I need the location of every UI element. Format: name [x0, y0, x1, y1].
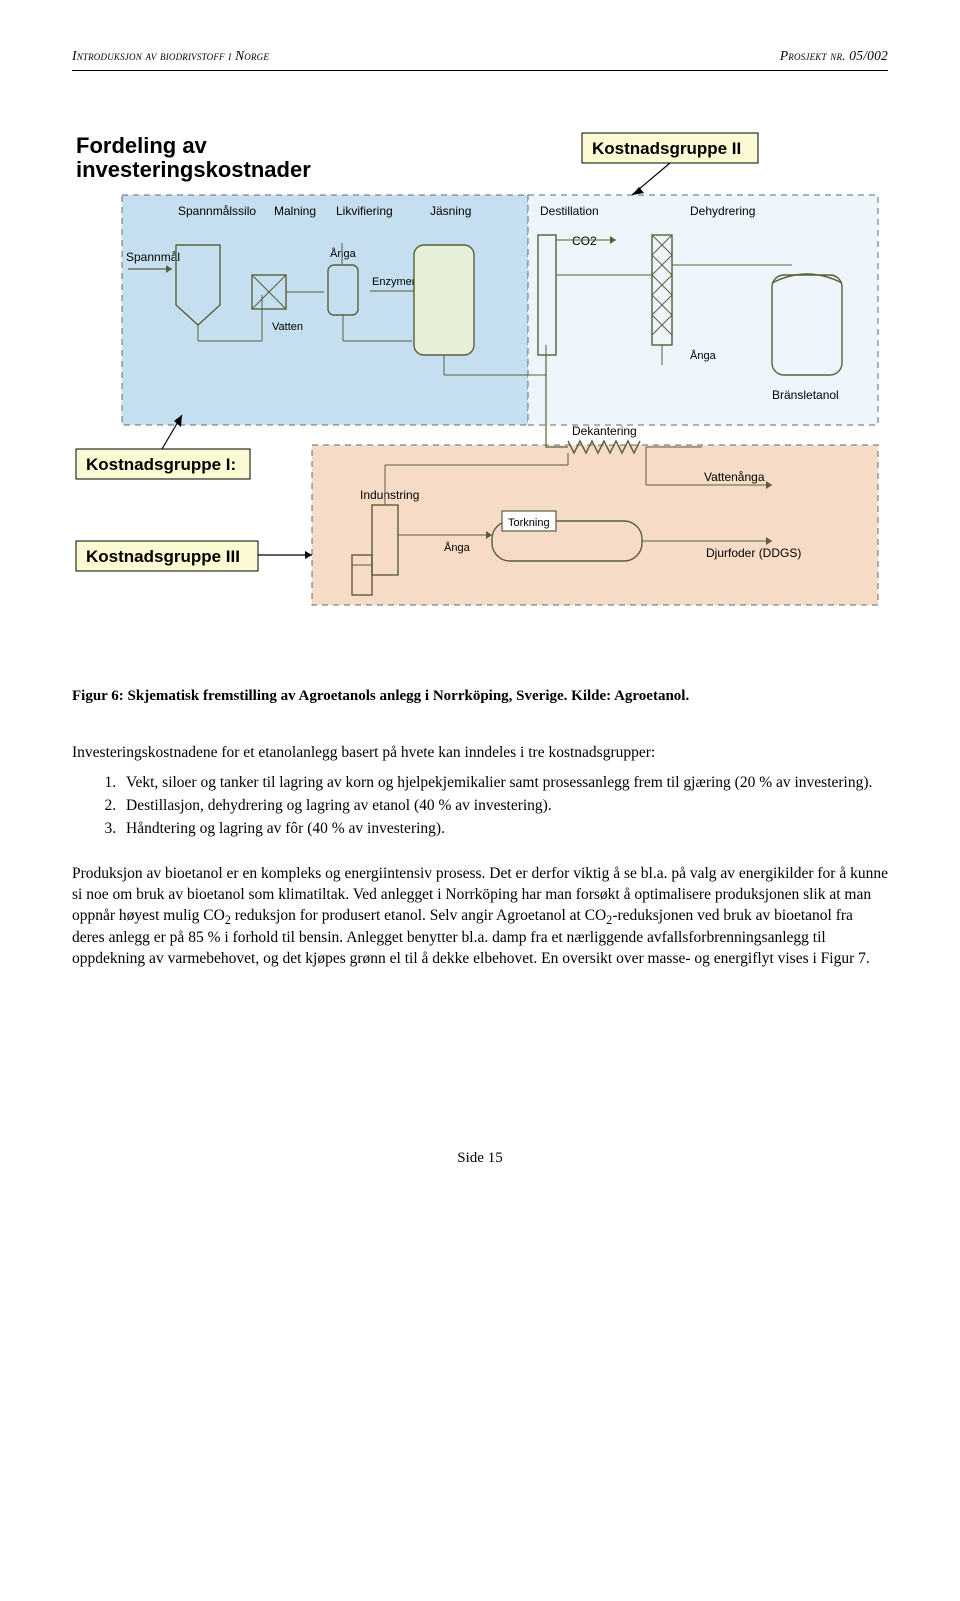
svg-text:Likvifiering: Likvifiering	[336, 204, 393, 218]
svg-text:Kostnadsgruppe II: Kostnadsgruppe II	[592, 139, 741, 158]
page-header: Introduksjon av biodrivstoff i Norge Pro…	[72, 48, 888, 71]
svg-text:Kostnadsgruppe I:: Kostnadsgruppe I:	[86, 455, 236, 474]
body-paragraph: Produksjon av bioetanol er en kompleks o…	[72, 864, 888, 970]
svg-text:Fordeling av: Fordeling av	[76, 133, 208, 158]
list-item: Vekt, siloer og tanker til lagring av ko…	[120, 773, 888, 794]
svg-text:Destillation: Destillation	[540, 204, 599, 218]
svg-text:Dekantering: Dekantering	[572, 424, 637, 438]
svg-text:Dehydrering: Dehydrering	[690, 204, 755, 218]
svg-text:Vattenånga: Vattenånga	[704, 470, 765, 484]
svg-text:Spannmål: Spannmål	[126, 250, 180, 264]
process-diagram: Fordeling av investeringskostnader Kostn…	[72, 115, 888, 639]
figure-caption: Figur 6: Skjematisk fremstilling av Agro…	[72, 687, 888, 707]
svg-text:Ånga: Ånga	[690, 349, 717, 362]
list-item: Håndtering og lagring av fôr (40 % av in…	[120, 819, 888, 840]
svg-text:Spannmålssilo: Spannmålssilo	[178, 204, 256, 218]
header-right: Prosjekt nr. 05/002	[780, 48, 888, 64]
svg-text:Bränsletanol: Bränsletanol	[772, 388, 839, 402]
svg-text:Ånga: Ånga	[330, 247, 357, 260]
svg-text:Vatten: Vatten	[272, 321, 303, 333]
svg-text:Djurfoder (DDGS): Djurfoder (DDGS)	[706, 546, 801, 560]
svg-text:Malning: Malning	[274, 204, 316, 218]
svg-text:Torkning: Torkning	[508, 517, 550, 529]
header-left: Introduksjon av biodrivstoff i Norge	[72, 48, 269, 64]
list-item: Destillasjon, dehydrering og lagring av …	[120, 796, 888, 817]
cost-groups-list: Vekt, siloer og tanker til lagring av ko…	[72, 773, 888, 840]
svg-text:Ånga: Ånga	[444, 541, 471, 554]
svg-text:Enzymer: Enzymer	[372, 276, 416, 288]
svg-text:investeringskostnader: investeringskostnader	[76, 157, 311, 182]
svg-text:Indunstring: Indunstring	[360, 488, 419, 502]
intro-paragraph: Investeringskostnadene for et etanolanle…	[72, 743, 888, 764]
page-footer: Side 15	[72, 1150, 888, 1167]
svg-text:CO2: CO2	[572, 234, 597, 248]
svg-text:Kostnadsgruppe III: Kostnadsgruppe III	[86, 547, 240, 566]
svg-text:Jäsning: Jäsning	[430, 204, 471, 218]
